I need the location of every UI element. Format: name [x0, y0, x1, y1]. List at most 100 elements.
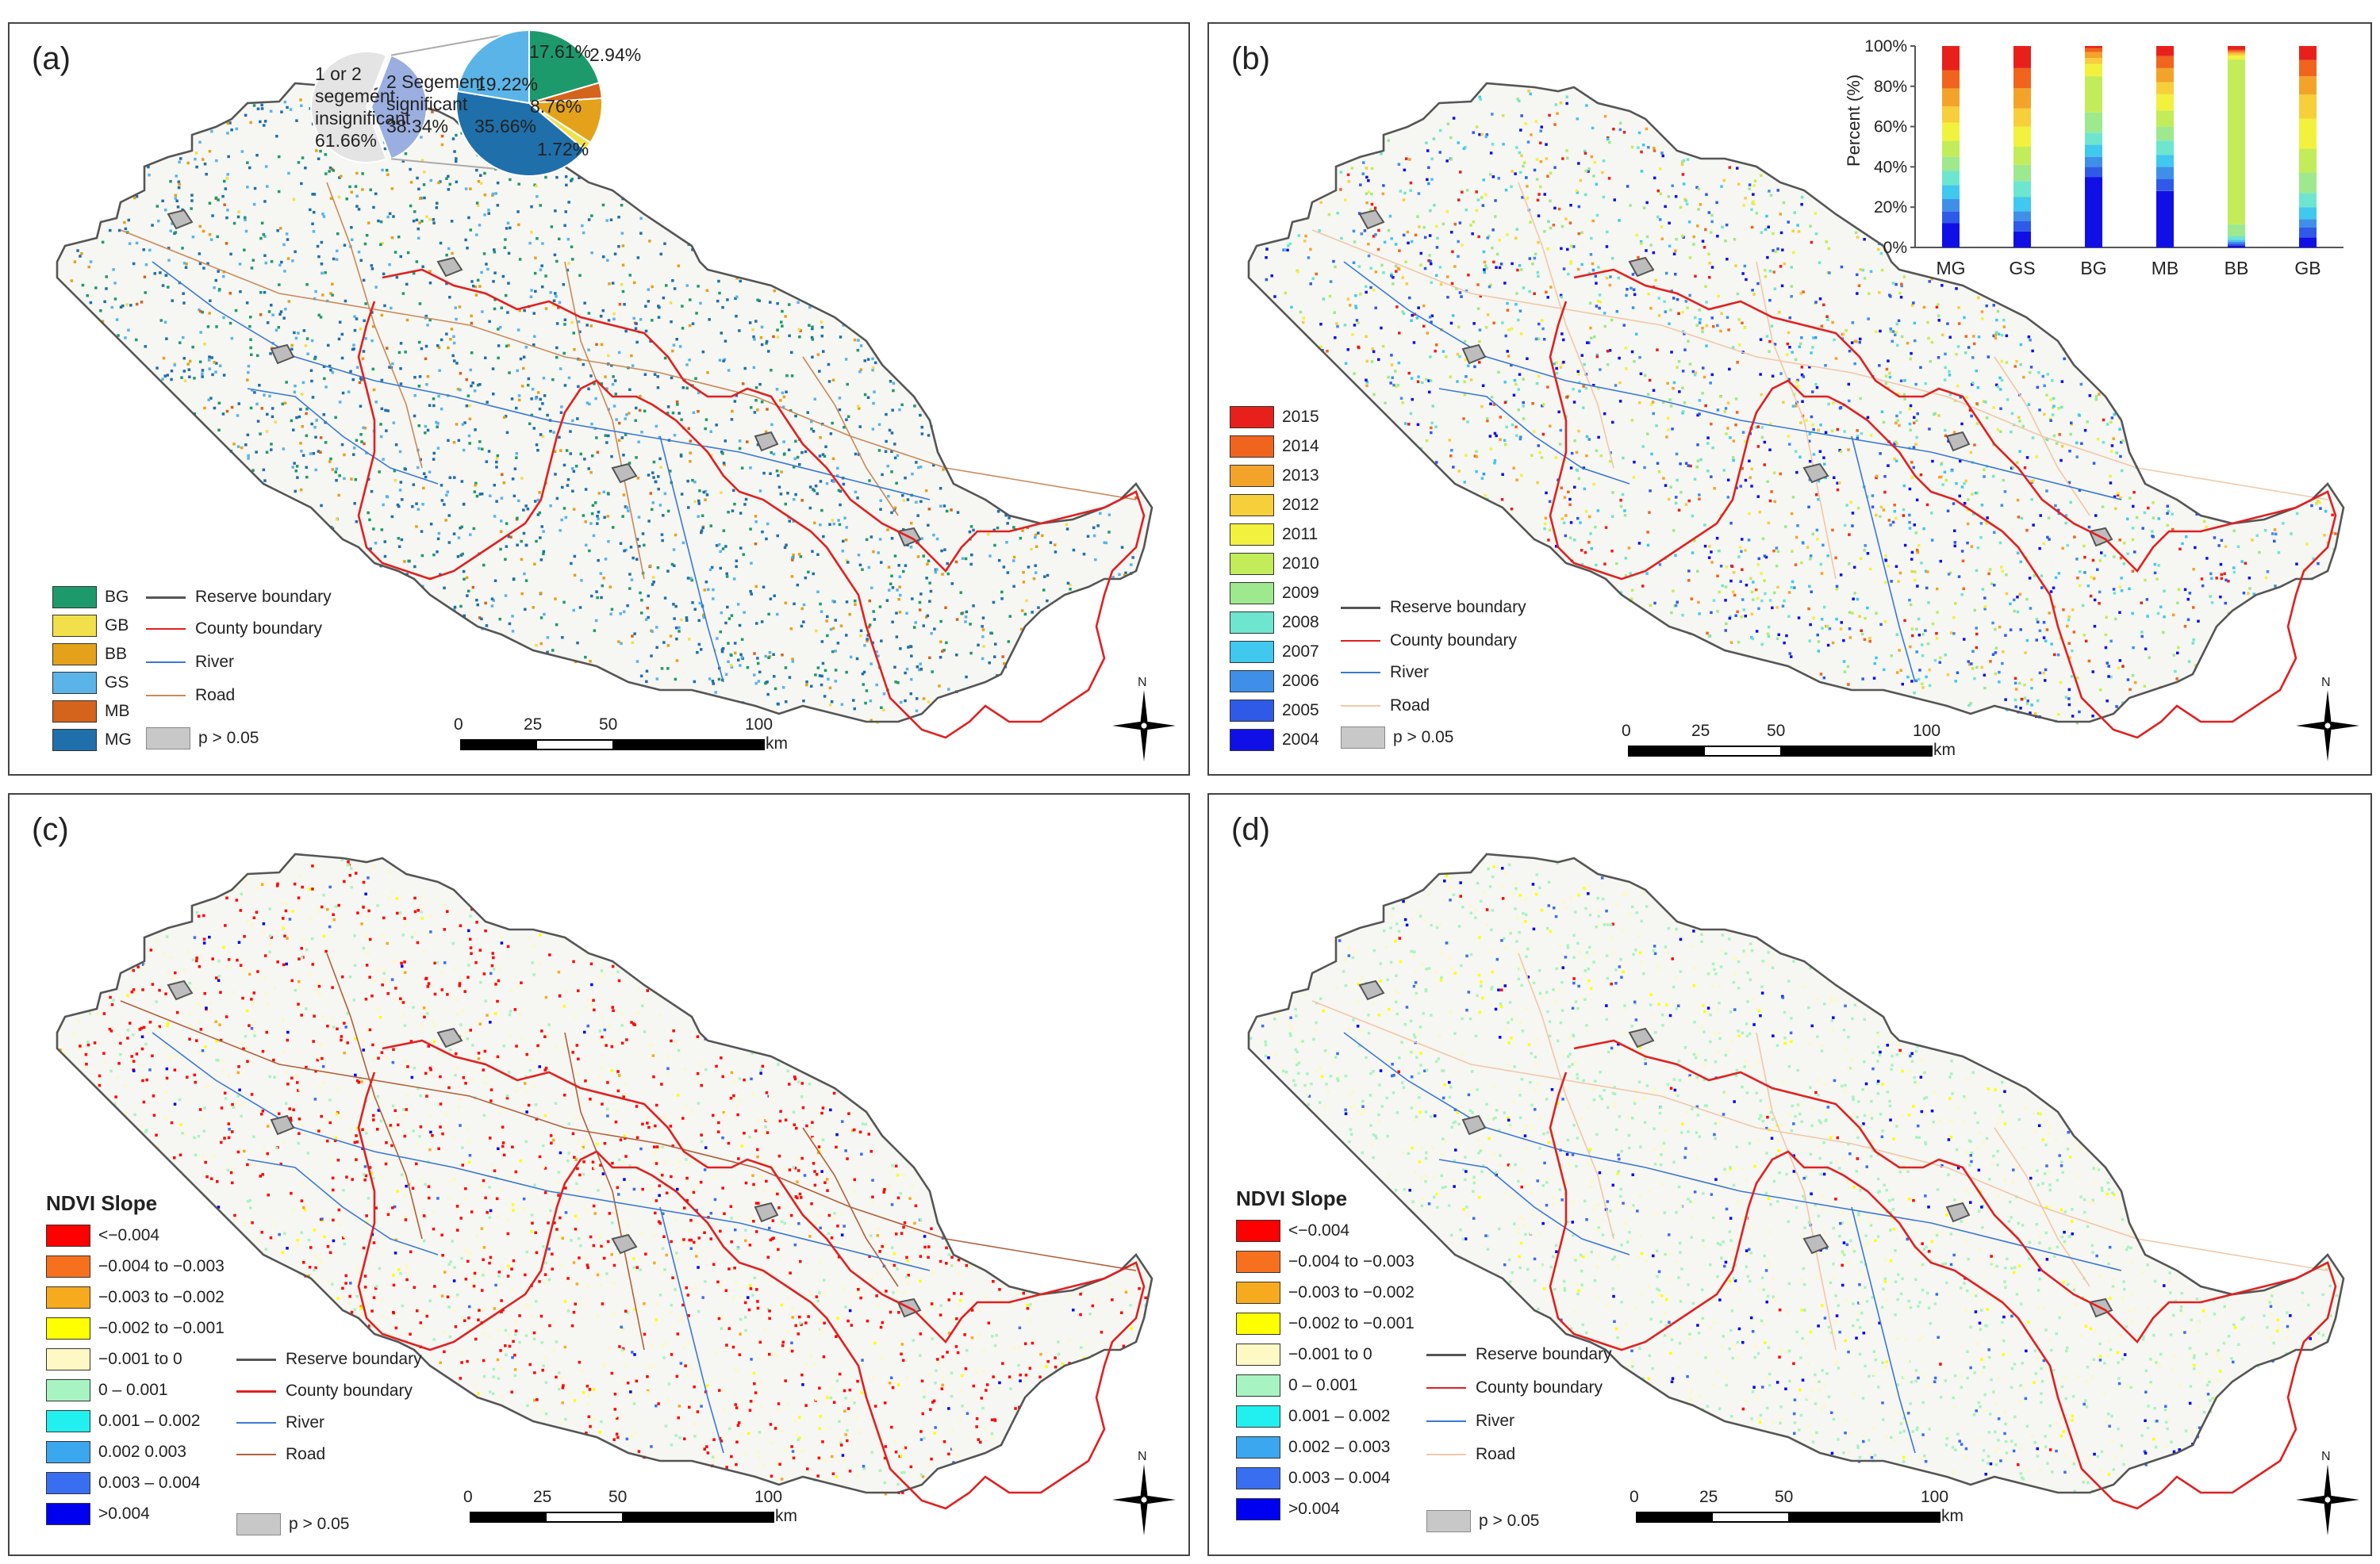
panel-label: (a) [32, 41, 71, 76]
scale-unit: km [1933, 741, 1956, 759]
pie-insig-label-1: 1 or 2 [315, 63, 362, 84]
bar-segment-bb-2004 [2228, 245, 2245, 247]
legend-label: −0.004 to −0.003 [98, 1257, 225, 1275]
bar-segment-bg-2008 [2085, 132, 2102, 145]
bar-segment-gb-2009 [2299, 173, 2317, 194]
bar-segment-bg-2013 [2085, 52, 2102, 59]
legend-swatch [1230, 494, 1274, 517]
swatch-gs [52, 672, 97, 695]
legend-code: GB [105, 616, 129, 634]
legend-swatch [46, 1255, 90, 1278]
legend-label: 0 – 0.001 [98, 1381, 168, 1399]
scale-bar-graphic [460, 739, 765, 750]
legend-pvalue: p > 0.05 [1341, 723, 1453, 752]
x-tick-label: MB [2152, 258, 2179, 278]
scale-unit: km [775, 1507, 797, 1525]
scale-tick-0: 0 [454, 715, 463, 734]
legend-swatch [1230, 523, 1274, 546]
legend-item: 0.002 0.003 [46, 1438, 186, 1466]
bar-segment-gb-2014 [2299, 59, 2317, 77]
legend-line-label: Reserve boundary [286, 1350, 422, 1368]
legend-swatch [1230, 406, 1274, 429]
county-line-swatch [1426, 1387, 1466, 1390]
legend-item: 0.003 – 0.004 [46, 1469, 200, 1497]
pvalue-swatch [1341, 726, 1385, 749]
panel-label: (c) [32, 812, 69, 847]
bar-segment-gs-2015 [2013, 46, 2031, 68]
legend-line-label: Reserve boundary [195, 588, 332, 606]
bar-segment-gb-2004 [2299, 237, 2317, 247]
legend-label: 2008 [1282, 613, 1319, 631]
legend-swatch [1236, 1220, 1280, 1243]
legend-county: County boundary [236, 1377, 413, 1405]
bar-segment-mb-2005 [2156, 178, 2174, 191]
bar-segment-mb-2008 [2156, 140, 2174, 155]
legend-title: NDVI Slope [1236, 1186, 1348, 1210]
legend-label: 0 – 0.001 [1288, 1376, 1358, 1394]
legend-road: Road [1426, 1440, 1515, 1469]
pie-slice-significant [370, 54, 428, 160]
x-tick-label: GS [2009, 258, 2035, 278]
map-c [56, 853, 1154, 1510]
river-line-swatch [146, 661, 186, 664]
y-tick-label: 80% [1874, 78, 1907, 96]
legend-swatch [46, 1286, 90, 1309]
legend-swatch [1236, 1467, 1280, 1490]
bar-segment-mb-2013 [2156, 67, 2174, 82]
legend-label: −0.004 to −0.003 [1288, 1252, 1415, 1271]
scale-unit: km [766, 734, 788, 753]
legend-pvalue: p > 0.05 [1426, 1507, 1539, 1535]
legend-line-label: Reserve boundary [1390, 598, 1526, 616]
bar-segment-gb-2007 [2299, 207, 2317, 220]
legend-item: 2009 [1230, 579, 1319, 608]
legend-code: BB [105, 645, 128, 663]
scale-unit: km [1941, 1507, 1964, 1525]
pvalue-label: p > 0.05 [289, 1515, 350, 1533]
swatch-mb [52, 700, 97, 723]
bar-segment-mg-2006 [1942, 199, 1960, 212]
scale-tick-0: 0 [1622, 722, 1631, 740]
bar-segment-gs-2005 [2013, 221, 2031, 232]
legend-swatch [1236, 1436, 1280, 1459]
legend-reserve: Reserve boundary [1341, 593, 1526, 622]
scale-tick-25: 25 [1699, 1488, 1718, 1506]
bar-segment-bg-2004 [2085, 177, 2102, 247]
legend-river: River [146, 648, 234, 677]
legend-item: 0.003 – 0.004 [1236, 1464, 1390, 1493]
legend-pvalue: p > 0.05 [236, 1510, 349, 1539]
scale-tick-100: 100 [1913, 722, 1941, 740]
swatch-gb [52, 615, 97, 638]
legend-swatch [46, 1379, 90, 1402]
panel-c: (c) NDVI Slope <−0.004 −0.004 to −0.003 −0… [8, 793, 1190, 1556]
bar-segment-bg-2006 [2085, 156, 2102, 167]
legend-line-label: River [195, 653, 235, 671]
bar-segment-mb-2006 [2156, 167, 2174, 179]
legend-label: 0.001 – 0.002 [98, 1412, 201, 1430]
bar-segment-bb-2010 [2228, 59, 2245, 224]
bar-segment-mb-2012 [2156, 82, 2174, 94]
road-line-swatch [146, 695, 186, 697]
legend-swatch [46, 1472, 90, 1495]
bar-segment-bg-2011 [2085, 63, 2102, 77]
bar-segment-bb-2005 [2228, 243, 2245, 246]
legend-label: 2009 [1282, 584, 1319, 602]
legend-swatch [1230, 729, 1274, 752]
north-arrow-icon: N [1112, 676, 1176, 771]
legend-label: 2013 [1282, 466, 1319, 485]
panel-a: (a) 1 or 2 segement insignificant 61.66%… [8, 22, 1190, 776]
legend-county: County boundary [1426, 1374, 1603, 1402]
map-a [56, 82, 1154, 739]
legend-label: <−0.004 [98, 1226, 160, 1244]
slice-label-bb: 8.76% [530, 96, 582, 117]
river-line-swatch [236, 1422, 276, 1424]
reserve-line-swatch [1426, 1353, 1466, 1356]
pvalue-swatch [1426, 1510, 1471, 1533]
road-line-swatch [1341, 705, 1380, 707]
legend-item: 2015 [1230, 403, 1319, 431]
pvalue-label: p > 0.05 [1393, 728, 1454, 746]
reserve-line-swatch [236, 1358, 276, 1361]
swatch-bg [52, 586, 97, 609]
legend-item: 2005 [1230, 696, 1319, 725]
legend-swatch [1230, 435, 1274, 458]
bar-segment-bb-2009 [2228, 224, 2245, 236]
